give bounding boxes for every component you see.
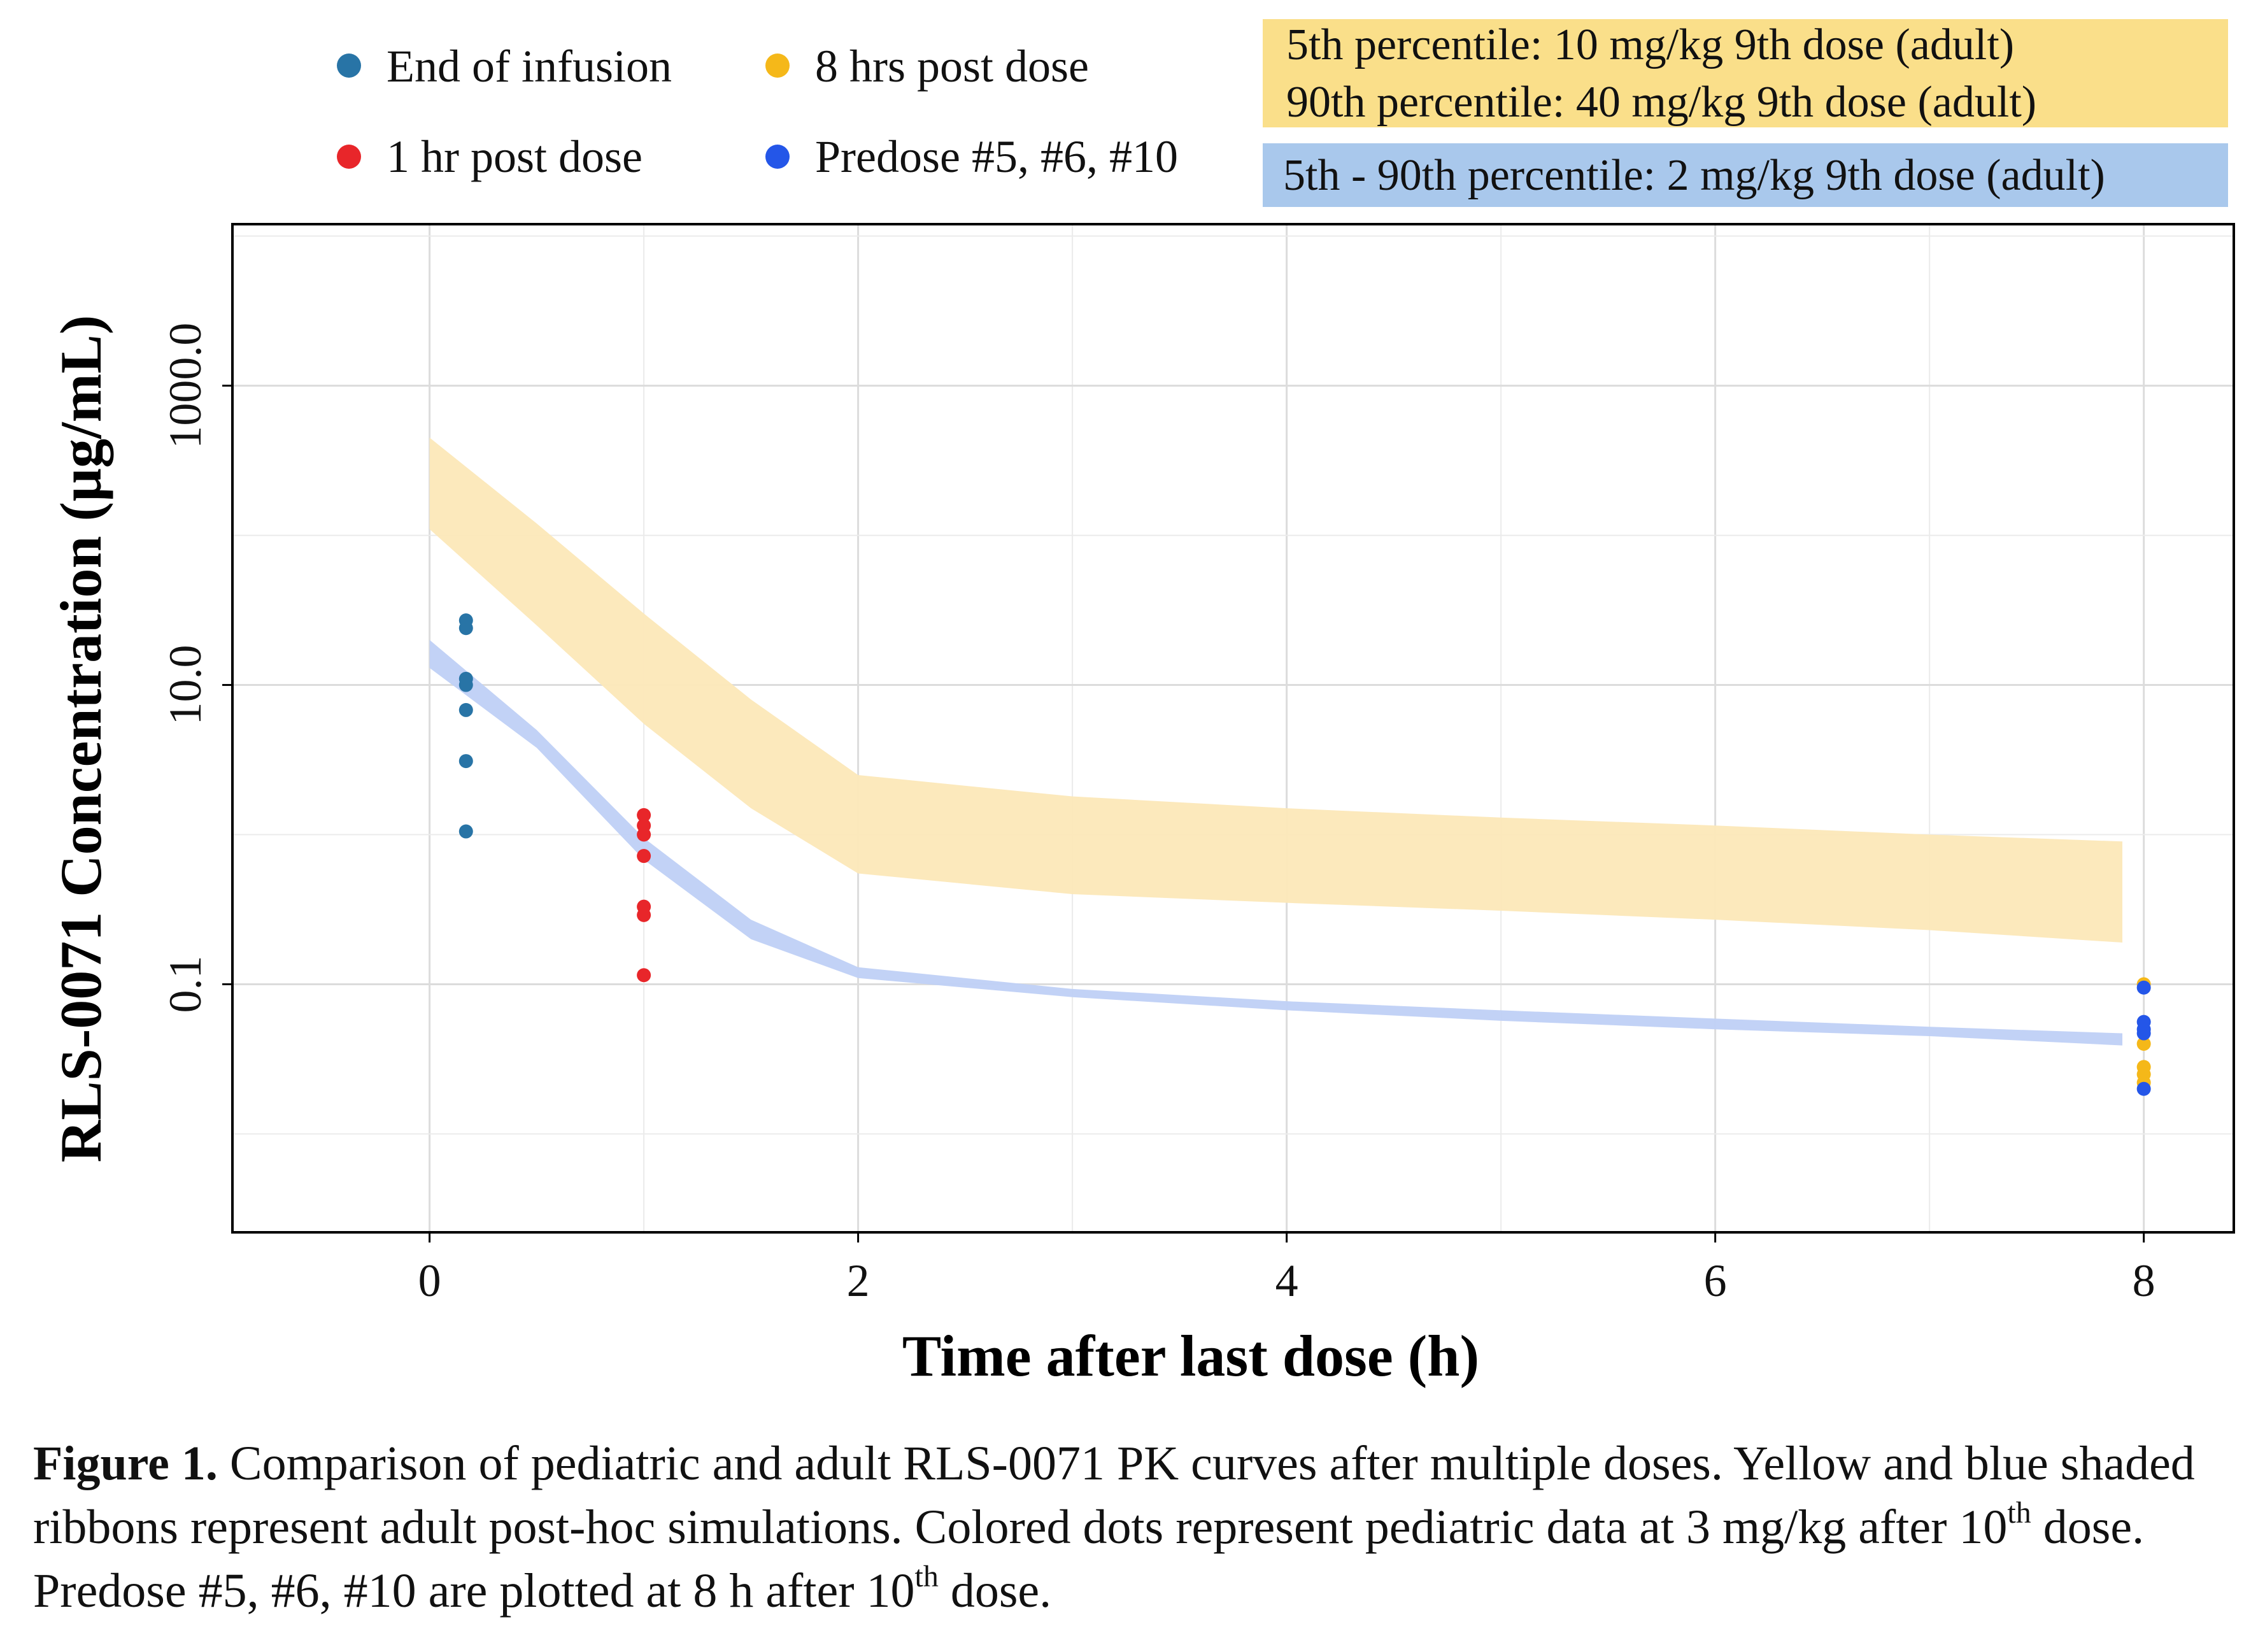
- point-1-hr-post-dose: [637, 968, 651, 983]
- axis-ticks: 0 2 4 6 8 0.1 10.0 1000.0: [160, 323, 2155, 1306]
- x-tick-label: 6: [1704, 1255, 1727, 1306]
- legend-marker-1-hr-post-dose: [337, 145, 361, 169]
- point-1-hr-post-dose: [637, 908, 651, 922]
- y-tick-label: 1000.0: [160, 323, 211, 449]
- legend-marker-8-hrs-post-dose: [765, 53, 790, 78]
- y-tick-label: 0.1: [160, 956, 211, 1013]
- ribbons: [429, 438, 2123, 1046]
- point-end-of-infusion: [458, 824, 473, 839]
- y-axis-title: RLS-0071 Concentration (µg/mL): [48, 315, 113, 1163]
- point-predose-5-6-10: [2136, 1026, 2151, 1041]
- caption-sup-1: th: [2007, 1495, 2031, 1530]
- x-tick-label: 0: [418, 1255, 441, 1306]
- point-1-hr-post-dose: [637, 827, 651, 842]
- legend-label-8-hrs-post-dose: 8 hrs post dose: [815, 41, 1089, 92]
- point-predose-5-6-10: [2136, 1081, 2151, 1096]
- point-8-hrs-post-dose: [2136, 1037, 2151, 1051]
- caption-text-1: Comparison of pediatric and adult RLS-00…: [33, 1437, 2195, 1554]
- point-1-hr-post-dose: [637, 849, 651, 864]
- data-points: [458, 613, 2151, 1096]
- legend-box-yellow-line2: 90th percentile: 40 mg/kg 9th dose (adul…: [1286, 78, 2036, 127]
- figure-caption: Figure 1. Comparison of pediatric and ad…: [33, 1432, 2243, 1623]
- caption-text-2: dose. Predose #5, #6, #10 are plotted at…: [33, 1500, 2145, 1618]
- point-predose-5-6-10: [2136, 980, 2151, 995]
- point-end-of-infusion: [458, 678, 473, 692]
- y-tick-label: 10.0: [160, 645, 211, 725]
- legend-marker-end-of-infusion: [337, 53, 361, 78]
- caption-label: Figure 1.: [33, 1437, 218, 1490]
- point-end-of-infusion: [458, 621, 473, 636]
- legend-box-yellow: [1263, 19, 2228, 127]
- legend-box-yellow-line1: 5th percentile: 10 mg/kg 9th dose (adult…: [1286, 20, 2014, 69]
- x-axis-title: Time after last dose (h): [902, 1323, 1479, 1388]
- point-end-of-infusion: [458, 754, 473, 769]
- caption-text-3: dose.: [938, 1564, 1052, 1618]
- legend-box-blue-line1: 5th - 90th percentile: 2 mg/kg 9th dose …: [1283, 151, 2105, 200]
- x-tick-label: 4: [1275, 1255, 1298, 1306]
- plot-frame: [231, 223, 2235, 1234]
- point-end-of-infusion: [458, 702, 473, 717]
- legend-label-predose: Predose #5, #6, #10: [815, 131, 1178, 182]
- x-tick-label: 8: [2133, 1255, 2155, 1306]
- legend-marker-predose: [765, 145, 790, 169]
- legend-label-1-hr-post-dose: 1 hr post dose: [387, 131, 643, 182]
- legend-box-blue: [1263, 143, 2228, 207]
- x-tick-label: 2: [847, 1255, 870, 1306]
- legend-label-end-of-infusion: End of infusion: [387, 41, 672, 92]
- point-1-hr-post-dose: [637, 808, 651, 822]
- caption-sup-2: th: [914, 1559, 939, 1593]
- legend: End of infusion 8 hrs post dose 1 hr pos…: [337, 19, 2228, 207]
- ribbon-adult-10-40-mgkg: [429, 438, 2123, 943]
